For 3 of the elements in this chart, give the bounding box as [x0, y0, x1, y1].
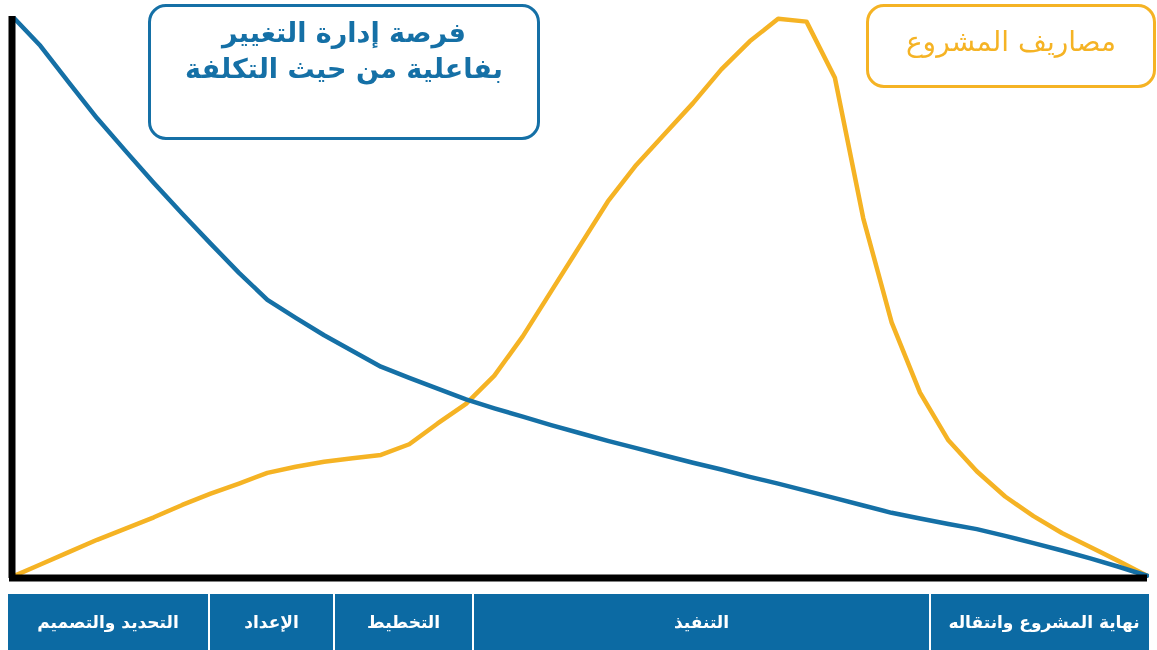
callout-box: فرصة إدارة التغيير بفاعلية من حيث التكلفة	[148, 4, 540, 140]
phase-strip: التحديد والتصميم الإعداد التخطيط التنفيذ نهاية المشروع وانتقاله	[8, 594, 1149, 650]
callout-box: مصاريف المشروع	[866, 4, 1156, 88]
